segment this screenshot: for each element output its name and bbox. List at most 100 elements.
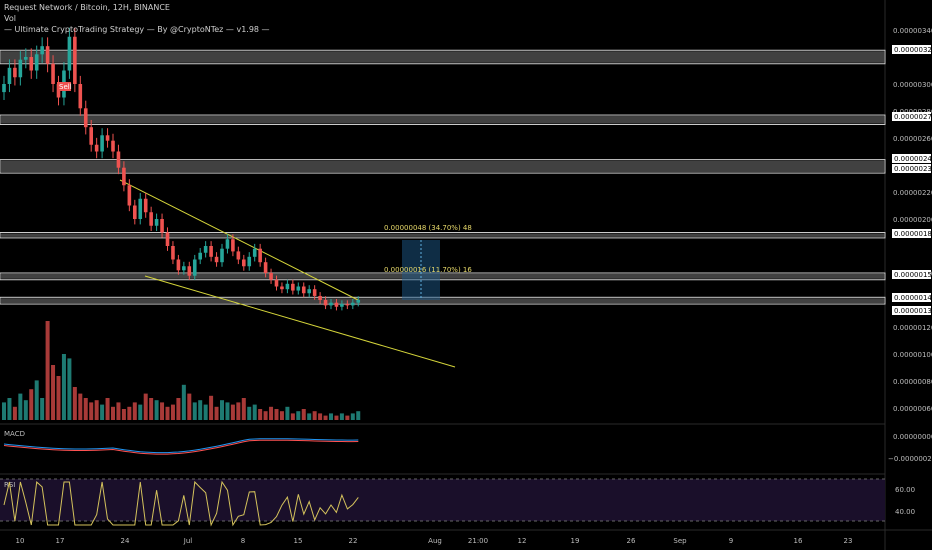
target-label-1: 0.00000048 (34.70%) 48 — [384, 224, 472, 232]
volume-bar — [279, 411, 284, 420]
time-tick-label: 12 — [518, 537, 527, 545]
volume-bar — [154, 400, 159, 420]
volume-bar — [165, 406, 170, 420]
volume-bar — [356, 411, 361, 420]
time-tick-label: Aug — [428, 537, 442, 545]
volume-bar — [149, 398, 154, 420]
rsi-axis-label: 40.00 — [895, 508, 915, 516]
price-tick-label: 0.00000260 — [893, 135, 932, 143]
candle-body — [149, 212, 153, 226]
sr-band-fill-4 — [0, 274, 885, 279]
sell-signal-label: Sell — [59, 83, 72, 91]
volume-bar — [345, 415, 350, 420]
volume-bar — [94, 400, 99, 420]
price-tick-label: 0.00000080 — [893, 378, 932, 386]
candle-body — [356, 300, 361, 303]
price-tick-label: 0.00000300 — [893, 81, 932, 89]
candle-body — [351, 302, 355, 306]
time-tick-label: 23 — [844, 537, 853, 545]
volume-bar — [89, 402, 94, 420]
candle-body — [154, 219, 159, 226]
candle-body — [285, 283, 290, 290]
price-level-label: 0.00000236 — [894, 165, 932, 173]
price-tick-label: 0.00000120 — [893, 324, 932, 332]
volume-bar — [83, 398, 88, 420]
volume-bar — [61, 354, 66, 420]
candle-body — [291, 283, 295, 291]
candle-body — [247, 256, 252, 267]
volume-bar — [116, 402, 121, 420]
candle-body — [29, 57, 34, 71]
candle-body — [105, 135, 110, 141]
time-tick-label: 16 — [794, 537, 803, 545]
candle-body — [116, 151, 121, 168]
candle-body — [171, 246, 175, 260]
candle-body — [307, 289, 311, 294]
candle-body — [133, 205, 137, 219]
price-level-box — [892, 270, 931, 279]
volume-bar — [67, 358, 72, 420]
price-level-box — [892, 112, 931, 121]
volume-bar — [230, 404, 235, 420]
volume-bar — [121, 409, 126, 420]
volume-bar — [100, 404, 105, 420]
candle-body — [318, 295, 322, 300]
candle-body — [165, 232, 170, 246]
candle-body — [160, 219, 164, 233]
time-tick-label: Jul — [183, 537, 193, 545]
volume-bar — [296, 411, 301, 420]
volume-bar — [138, 404, 143, 420]
candle-body — [51, 63, 55, 84]
candle-body — [280, 286, 284, 290]
candle-body — [187, 266, 192, 276]
candle-body — [269, 273, 273, 280]
candle-body — [242, 259, 246, 267]
volume-bar — [12, 406, 17, 420]
candle-body — [176, 259, 181, 271]
chart-title: Request Network / Bitcoin, 12H, BINANCE — [4, 3, 170, 12]
volume-bar — [323, 415, 328, 420]
candle-body — [192, 259, 197, 276]
volume-bar — [192, 402, 197, 420]
time-tick-label: 15 — [294, 537, 303, 545]
candle-body — [198, 252, 202, 260]
volume-bar — [269, 406, 274, 420]
sell-signal-box — [57, 82, 71, 91]
price-level-box — [892, 293, 931, 302]
candle-body — [18, 59, 23, 78]
candle-body — [252, 248, 257, 257]
volume-bar — [247, 406, 252, 420]
candle-body — [296, 286, 301, 291]
candle-body — [274, 279, 279, 287]
candle-body — [73, 36, 77, 84]
volume-bar — [45, 321, 50, 420]
candle-body — [231, 239, 235, 252]
volume-bar — [350, 413, 355, 420]
rsi-band — [0, 479, 885, 521]
price-level-box — [892, 306, 931, 315]
volume-bar — [198, 400, 203, 420]
volume-bar — [2, 402, 6, 420]
time-tick-label: 8 — [241, 537, 245, 545]
time-tick-label: 26 — [627, 537, 636, 545]
time-tick-label: Sep — [673, 537, 687, 545]
candle-body — [312, 289, 317, 296]
time-tick-label: 24 — [121, 537, 130, 545]
time-tick-label: 17 — [56, 537, 65, 545]
price-level-box — [892, 45, 931, 54]
wedge-join — [120, 180, 145, 276]
volume-bar — [160, 402, 165, 420]
volume-bar — [34, 380, 39, 420]
volume-bar — [78, 393, 83, 420]
volume-bar — [274, 409, 279, 420]
volume-bar — [170, 404, 175, 420]
candle-body — [138, 198, 143, 219]
candle-body — [329, 302, 333, 306]
price-level-box — [892, 229, 931, 238]
time-tick-label: 19 — [571, 537, 580, 545]
candle-body — [24, 57, 28, 60]
volume-bar — [220, 400, 224, 420]
wedge-upper-line — [119, 179, 359, 301]
